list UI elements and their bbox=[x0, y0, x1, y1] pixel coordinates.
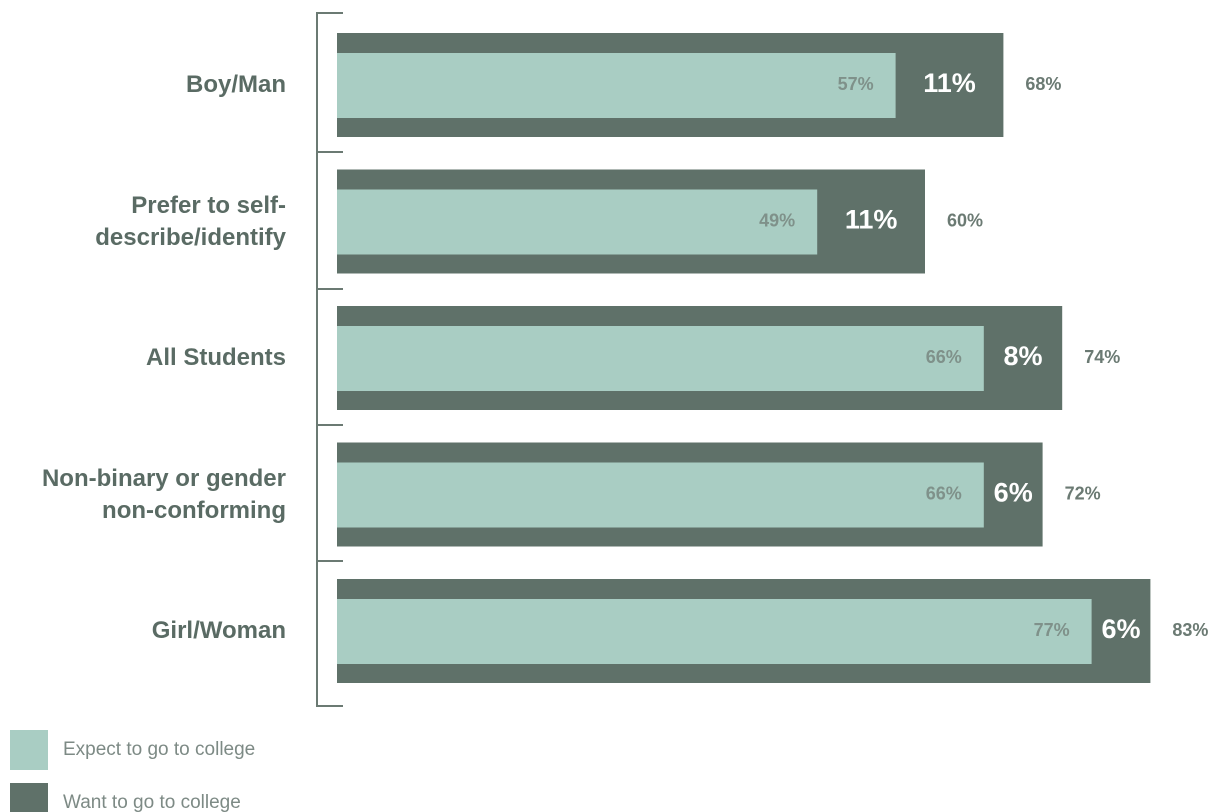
want-label: 83% bbox=[1172, 620, 1208, 640]
legend-label: Want to go to college bbox=[63, 792, 241, 812]
difference-label: 11% bbox=[923, 68, 976, 98]
expect-label: 66% bbox=[926, 347, 962, 367]
difference-label: 6% bbox=[1101, 614, 1140, 644]
bracket bbox=[316, 12, 343, 707]
category-label: Non-binary or gender non-conforming bbox=[41, 464, 286, 524]
category-label: All Students bbox=[145, 344, 286, 371]
expect-label: 49% bbox=[759, 210, 795, 230]
expect-label: 77% bbox=[1034, 620, 1070, 640]
difference-label: 6% bbox=[994, 478, 1033, 508]
want-label: 60% bbox=[947, 210, 983, 230]
expect-bar bbox=[337, 53, 896, 118]
legend-swatch bbox=[10, 783, 48, 812]
expect-bar bbox=[337, 326, 984, 391]
want-label: 74% bbox=[1084, 347, 1120, 367]
difference-label: 8% bbox=[1003, 341, 1042, 371]
expect-label: 57% bbox=[838, 74, 874, 94]
legend-label: Expect to go to college bbox=[63, 739, 256, 760]
expect-bar bbox=[337, 462, 984, 528]
category-label: Prefer to self- describe/identify bbox=[95, 191, 286, 251]
difference-label: 11% bbox=[845, 205, 898, 235]
expect-bar bbox=[337, 599, 1092, 664]
expect-label: 66% bbox=[926, 483, 962, 503]
category-label: Boy/Man bbox=[185, 71, 286, 98]
category-label: Girl/Woman bbox=[151, 617, 286, 644]
expect-bar bbox=[337, 189, 818, 255]
want-label: 68% bbox=[1025, 74, 1061, 94]
legend-swatch bbox=[10, 730, 48, 770]
want-label: 72% bbox=[1065, 483, 1101, 503]
